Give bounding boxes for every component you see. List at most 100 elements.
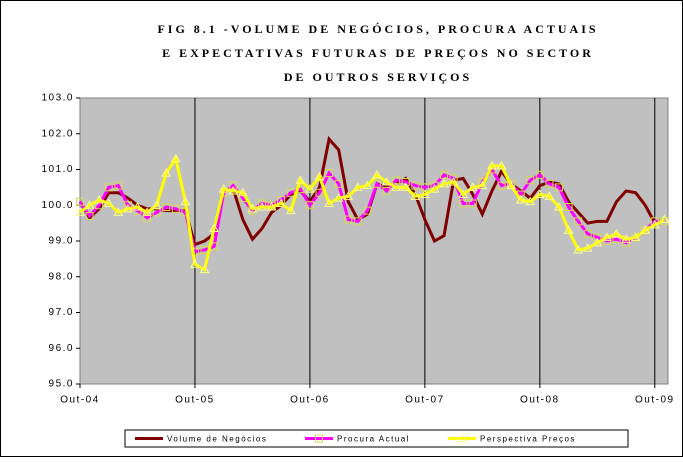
marker <box>151 200 162 209</box>
marker <box>649 219 660 229</box>
marker <box>199 264 210 274</box>
marker <box>545 179 554 188</box>
marker <box>295 175 306 184</box>
marker <box>621 234 631 243</box>
marker <box>257 202 267 211</box>
marker <box>344 215 353 224</box>
marker <box>315 188 324 197</box>
marker <box>314 171 325 181</box>
marker <box>640 225 651 234</box>
legend-label: Perspectiva Preços <box>480 435 576 444</box>
y-tick-label: 97.0 <box>49 307 74 318</box>
marker <box>497 181 506 190</box>
x-tick-label: Out-09 <box>635 395 675 406</box>
marker <box>324 198 334 207</box>
marker <box>114 181 123 190</box>
marker <box>104 183 113 192</box>
marker <box>229 181 238 190</box>
legend-label: Procura Actual <box>337 435 410 444</box>
marker <box>535 170 544 179</box>
marker <box>554 202 564 211</box>
marker <box>400 182 411 191</box>
marker <box>123 203 133 213</box>
marker <box>218 184 229 193</box>
marker <box>659 214 670 224</box>
marker <box>574 217 583 226</box>
marker <box>467 182 478 191</box>
marker <box>142 207 152 216</box>
chart-title: E EXPECTATIVAS FUTURAS DE PREÇOS NO SECT… <box>162 46 594 60</box>
marker <box>343 191 354 200</box>
marker <box>171 204 180 213</box>
marker <box>325 169 334 178</box>
marker <box>582 243 593 252</box>
marker <box>209 223 219 232</box>
marker <box>459 199 468 208</box>
marker <box>84 200 95 209</box>
marker <box>506 180 516 190</box>
y-tick-label: 103.0 <box>41 93 74 104</box>
marker <box>286 188 295 197</box>
x-tick-label: Out-05 <box>175 395 215 406</box>
legend-marker <box>457 433 467 442</box>
marker <box>266 202 277 211</box>
chart-title: FIG 8.1 -VOLUME DE NEGÓCIOS, PROCURA ACT… <box>157 22 598 36</box>
marker <box>362 180 373 190</box>
x-tick-label: Out-08 <box>520 395 560 406</box>
marker <box>544 191 555 200</box>
series-line <box>79 155 666 272</box>
marker <box>372 169 382 179</box>
marker <box>143 213 152 222</box>
marker <box>592 237 603 247</box>
marker <box>448 177 459 186</box>
marker <box>170 153 181 163</box>
marker <box>372 179 381 188</box>
marker <box>526 176 535 185</box>
marker <box>132 202 143 211</box>
x-tick-label: Out-07 <box>405 395 445 406</box>
marker <box>85 211 94 220</box>
marker <box>113 207 124 216</box>
marker <box>228 185 239 195</box>
marker <box>612 235 621 244</box>
marker <box>76 197 84 206</box>
marker <box>180 196 191 206</box>
marker <box>563 225 574 234</box>
marker <box>564 203 573 212</box>
marker <box>630 232 641 241</box>
marker <box>420 189 430 199</box>
marker <box>515 194 526 204</box>
marker <box>593 233 602 242</box>
marker <box>555 183 563 192</box>
marker <box>468 199 477 208</box>
y-tick-label: 102.0 <box>41 128 74 139</box>
chart-title: DE OUTROS SERVIÇOS <box>284 70 472 84</box>
marker <box>162 203 171 212</box>
marker <box>333 193 344 202</box>
marker <box>103 198 114 207</box>
y-tick-label: 100.0 <box>41 200 74 211</box>
marker <box>583 229 592 238</box>
y-tick-label: 101.0 <box>41 164 74 175</box>
marker <box>496 160 507 170</box>
marker <box>334 179 343 188</box>
marker <box>305 184 315 193</box>
y-tick-label: 98.0 <box>49 271 74 282</box>
marker <box>411 181 420 190</box>
marker <box>573 244 584 254</box>
y-tick-label: 96.0 <box>49 343 74 354</box>
marker <box>458 189 469 199</box>
marker <box>410 191 421 200</box>
marker <box>353 217 362 226</box>
marker <box>152 208 161 217</box>
legend-label: Volume de Negócios <box>167 435 267 444</box>
marker <box>161 168 172 177</box>
marker <box>602 232 612 241</box>
marker <box>487 160 497 170</box>
marker <box>237 187 248 197</box>
legend-box <box>124 429 629 448</box>
marker <box>439 178 449 188</box>
marker <box>611 228 622 238</box>
marker <box>534 189 545 199</box>
